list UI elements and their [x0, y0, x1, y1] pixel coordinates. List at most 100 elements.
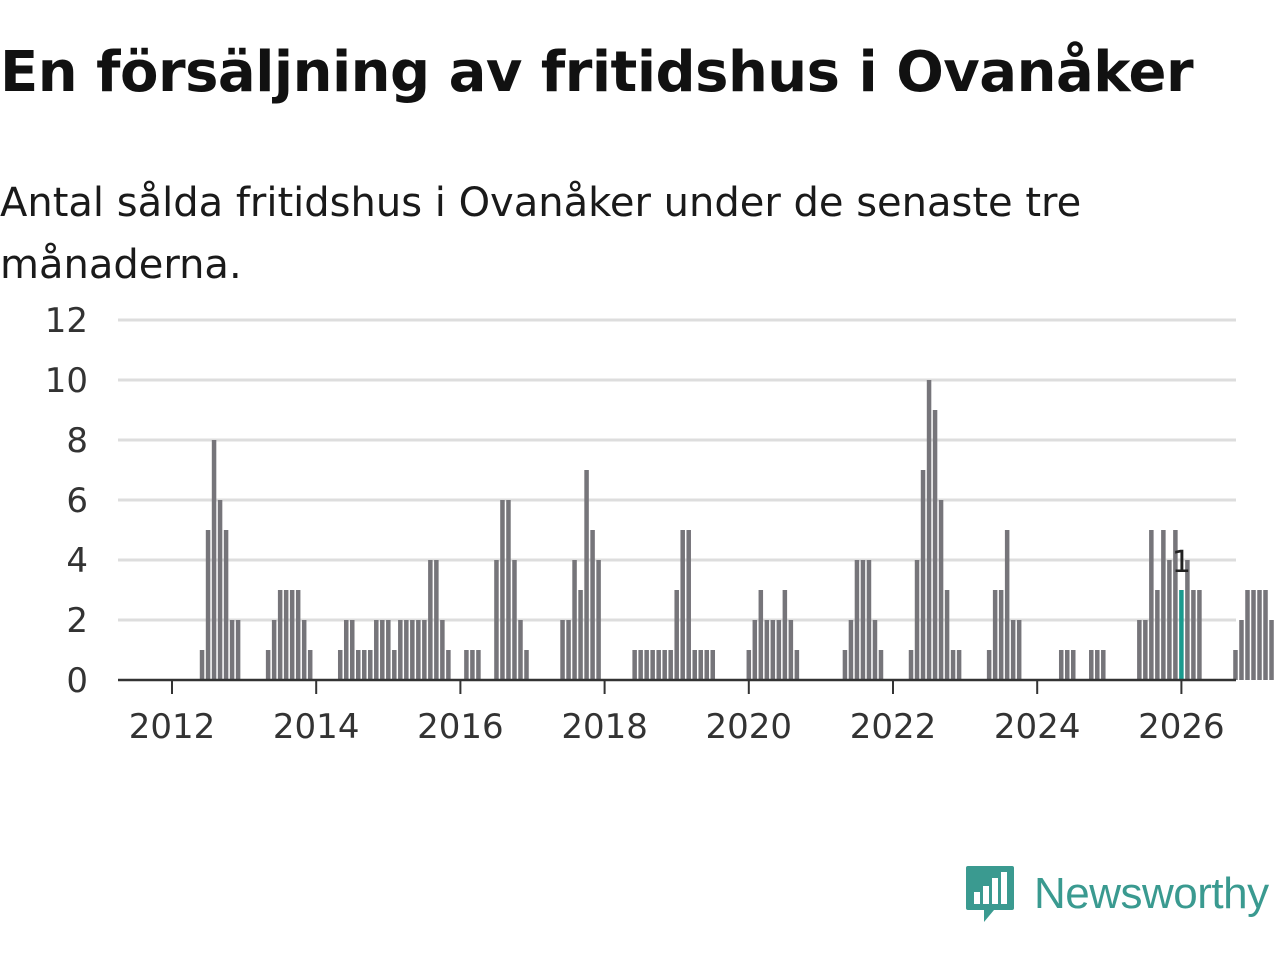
- bar: [674, 590, 679, 680]
- brand-name: Newsworthy: [1034, 869, 1269, 918]
- bar: [1101, 650, 1106, 680]
- bar: [866, 560, 872, 680]
- bar: [998, 590, 1004, 680]
- bar: [632, 650, 637, 680]
- bar: [362, 650, 367, 680]
- bar: [301, 620, 307, 680]
- bar: [758, 590, 764, 680]
- y-tick-label: 2: [66, 601, 88, 641]
- x-tick-label: 2024: [994, 707, 1081, 747]
- y-tick-label: 4: [66, 541, 88, 581]
- y-tick-label: 0: [66, 661, 88, 701]
- bar: [578, 590, 583, 680]
- bar: [464, 650, 469, 680]
- bar: [343, 620, 349, 680]
- bar: [524, 650, 529, 680]
- bar: [356, 650, 361, 680]
- bar: [1058, 650, 1064, 680]
- bar: [223, 530, 229, 680]
- x-tick-label: 2026: [1138, 707, 1225, 747]
- bar: [992, 590, 998, 680]
- bar: [500, 500, 505, 680]
- newsworthy-logo-icon: [966, 866, 1014, 922]
- bar: [398, 620, 403, 680]
- bar: [1161, 530, 1166, 680]
- bar: [662, 650, 667, 680]
- bar: [782, 590, 788, 680]
- bar: [380, 620, 385, 680]
- bar: [566, 620, 571, 680]
- bar: [410, 620, 415, 680]
- bar: [926, 380, 932, 680]
- y-tick-label: 8: [66, 421, 88, 461]
- bar: [854, 560, 860, 680]
- bar: [878, 650, 884, 680]
- bar: [506, 500, 511, 680]
- bar: [860, 560, 866, 680]
- bar: [584, 470, 589, 680]
- bar: [650, 650, 655, 680]
- bar: [710, 650, 716, 680]
- bar: [764, 620, 770, 680]
- bar: [1239, 620, 1244, 680]
- newsworthy-logo[interactable]: Newsworthy: [964, 864, 1269, 924]
- bar: [1173, 530, 1178, 680]
- bar: [776, 620, 782, 680]
- bar: [199, 650, 205, 680]
- bar: [638, 650, 643, 680]
- bar: [217, 500, 223, 680]
- bar: [1197, 590, 1202, 680]
- bar: [686, 530, 691, 680]
- bar: [422, 620, 427, 680]
- bar: [404, 620, 409, 680]
- bar: [908, 650, 914, 680]
- bar: [848, 620, 854, 680]
- bar: [446, 650, 451, 680]
- bar: [644, 650, 649, 680]
- bar: [271, 620, 277, 680]
- bar: [1143, 620, 1148, 680]
- chart-title: En försäljning av fritidshus i Ovanåker: [0, 40, 1194, 105]
- bar: [956, 650, 962, 680]
- bar: [704, 650, 709, 680]
- bar: [434, 560, 439, 680]
- bar: [1269, 620, 1274, 680]
- bar: [1155, 590, 1160, 680]
- bar: [572, 560, 577, 680]
- bar: [1071, 650, 1076, 680]
- bar: [265, 650, 271, 680]
- bar: [476, 650, 481, 680]
- bar: [1257, 590, 1262, 680]
- bar: [211, 440, 217, 680]
- bar: [512, 560, 517, 680]
- bar: [494, 560, 499, 680]
- bar: [1064, 650, 1070, 680]
- bar: [944, 590, 950, 680]
- bar: [1004, 530, 1010, 680]
- bar: [794, 650, 800, 680]
- bar: [938, 500, 944, 680]
- y-tick-label: 10: [45, 361, 88, 401]
- bar: [920, 470, 926, 680]
- bar: [1233, 650, 1238, 680]
- bar: [289, 590, 295, 680]
- bar: [1263, 590, 1268, 680]
- bar: [428, 560, 433, 680]
- bar: [1167, 560, 1172, 680]
- bar: [932, 410, 938, 680]
- bar: [950, 650, 956, 680]
- bar: [1149, 530, 1154, 680]
- bar: [842, 650, 848, 680]
- bar: [337, 650, 343, 680]
- bar: [277, 590, 283, 680]
- bar: [1191, 590, 1196, 680]
- bar: [283, 590, 289, 680]
- bar: [1251, 590, 1256, 680]
- annotations: 1: [1172, 545, 1191, 580]
- bar: [440, 620, 445, 680]
- bar: [470, 650, 475, 680]
- bars: [199, 380, 1274, 680]
- chart-subtitle: Antal sålda fritidshus i Ovanåker under …: [0, 180, 1082, 288]
- y-axis: 0 2 4 6 8 10 12: [45, 301, 88, 701]
